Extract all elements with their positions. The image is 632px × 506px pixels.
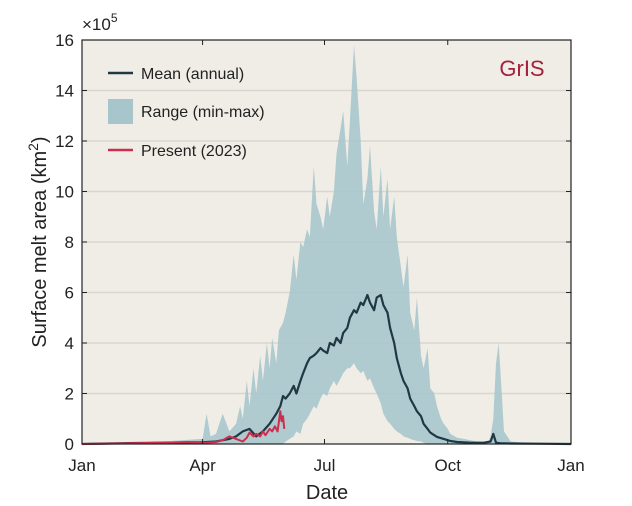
- y-tick-label: 12: [55, 132, 74, 151]
- x-tick-label: Jul: [314, 456, 336, 475]
- range-min-max-area: [82, 45, 571, 444]
- x-tick-label: Apr: [189, 456, 216, 475]
- region-label: GrIS: [499, 56, 544, 81]
- y-tick-label: 10: [55, 183, 74, 202]
- legend: Mean (annual) Range (min-max) Present (2…: [108, 66, 265, 160]
- y-axis-multiplier: ×105: [82, 11, 118, 34]
- y-tick-label: 14: [55, 82, 74, 101]
- x-axis-ticks: Jan Apr Jul Oct Jan: [68, 40, 585, 475]
- y-tick-label: 8: [65, 233, 74, 252]
- y-tick-label: 6: [65, 284, 74, 303]
- legend-mean-label: Mean (annual): [141, 66, 244, 83]
- mean-annual-line: [81, 293, 572, 446]
- legend-range-label: Range (min-max): [141, 104, 265, 121]
- legend-range-swatch: [108, 99, 133, 124]
- x-tick-label: Jan: [557, 456, 584, 475]
- x-axis-title: Date: [306, 482, 348, 504]
- y-tick-label: 2: [65, 385, 74, 404]
- y-axis-ticks: 0 2 4 6 8 10 12 14 16: [55, 31, 571, 454]
- y-tick-label: 16: [55, 31, 74, 50]
- y-tick-label: 0: [65, 435, 74, 454]
- legend-present-label: Present (2023): [141, 143, 247, 160]
- y-tick-label: 4: [65, 334, 74, 353]
- y-axis-title: Surface melt area (km2): [25, 136, 51, 347]
- x-tick-label: Oct: [435, 456, 462, 475]
- x-tick-label: Jan: [68, 456, 95, 475]
